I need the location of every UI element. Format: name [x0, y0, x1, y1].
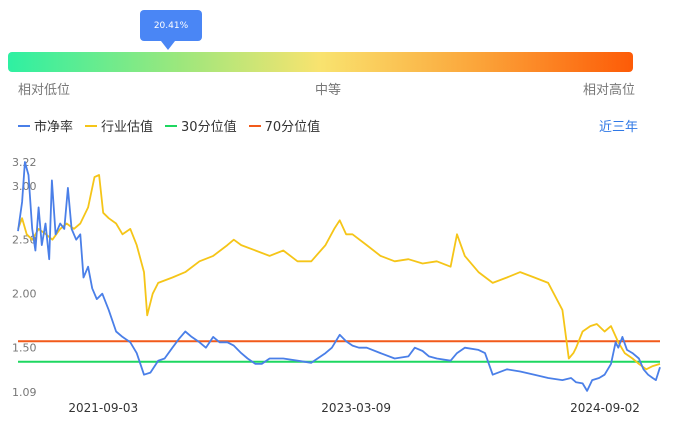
- legend-label: 行业估值: [101, 120, 154, 135]
- series-line: [17, 161, 661, 392]
- percentile-value: 20.41%: [153, 20, 189, 31]
- middle-position-label: 中等: [315, 83, 342, 98]
- valuation-position-bar: [8, 52, 633, 72]
- legend-swatch-icon: [85, 124, 98, 127]
- series-line: [17, 174, 661, 371]
- low-position-label: 相对低位: [18, 83, 71, 98]
- time-range-selector[interactable]: 近三年: [599, 120, 639, 135]
- high-position-label: 相对高位: [583, 83, 636, 98]
- x-tick-label: 2021-09-03: [68, 401, 138, 415]
- legend-label: 30分位值: [181, 120, 237, 135]
- x-tick-label: 2023-03-09: [321, 401, 391, 415]
- legend-swatch-icon: [248, 124, 261, 127]
- legend-label: 市净率: [34, 120, 74, 135]
- legend-swatch-icon: [165, 124, 178, 127]
- chart-legend: 市净率 行业估值 30分位值 70分位值: [18, 116, 332, 135]
- y-tick-label: 1.50: [12, 342, 37, 355]
- legend-item-p30[interactable]: 30分位值: [165, 116, 237, 135]
- x-tick-label: 2024-09-02: [570, 401, 640, 415]
- tooltip-pointer: [161, 41, 175, 50]
- y-tick-label: 1.09: [12, 386, 37, 399]
- legend-label: 70分位值: [264, 120, 321, 135]
- percentile-tooltip: 20.41%: [140, 10, 202, 41]
- legend-item-pb[interactable]: 市净率: [18, 116, 73, 135]
- legend-item-p70[interactable]: 70分位值: [248, 116, 321, 135]
- legend-swatch-icon: [18, 124, 30, 127]
- legend-item-industry[interactable]: 行业估值: [85, 116, 153, 135]
- y-tick-label: 2.00: [12, 288, 37, 301]
